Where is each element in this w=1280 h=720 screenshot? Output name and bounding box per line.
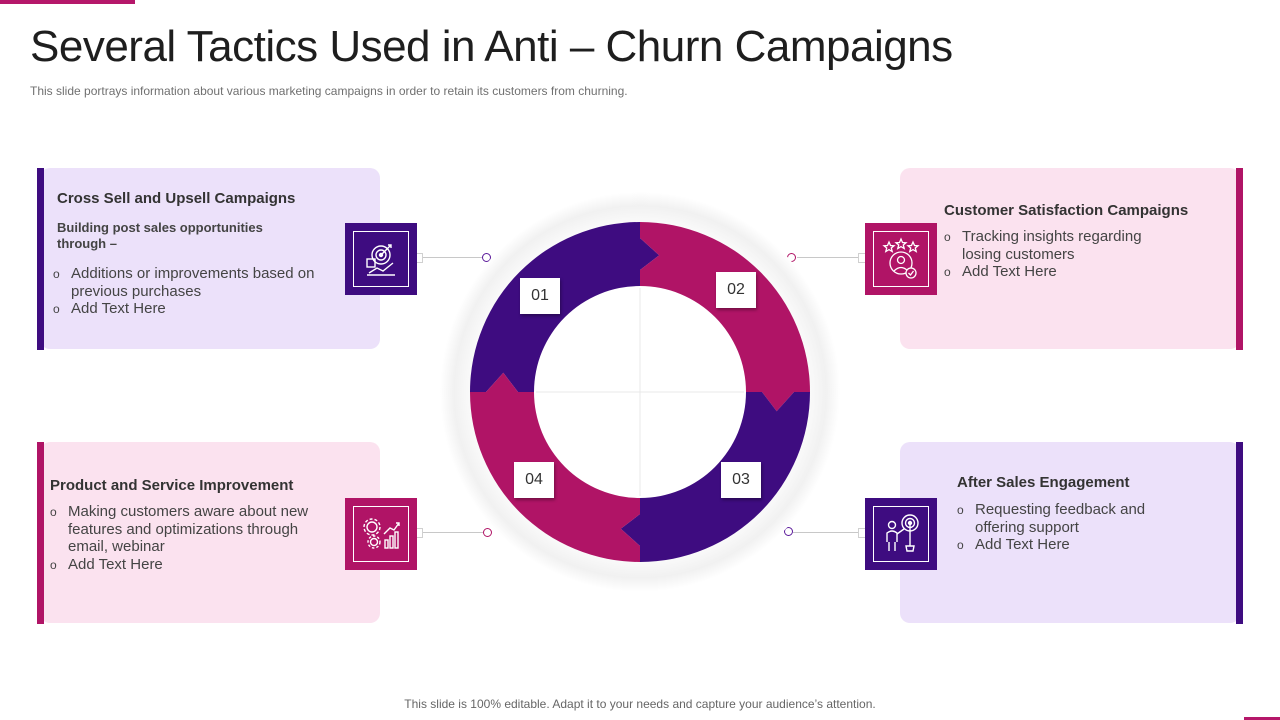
card-cross-sell-bullets: Additions or improvements based on previ…: [53, 265, 323, 318]
cycle-ring-diagram: [440, 192, 840, 592]
card-cross-sell: [40, 168, 380, 349]
card-after-sales-accent: [1236, 442, 1243, 624]
list-item: Add Text Here: [53, 300, 323, 318]
step-number-02: 02: [716, 272, 756, 308]
list-item: Add Text Here: [957, 536, 1177, 554]
icon-box-customer-satisfaction: [865, 223, 937, 295]
step-number-04: 04: [514, 462, 554, 498]
icon-box-product-service: [345, 498, 417, 570]
connector-dot: [784, 527, 793, 536]
customer-rating-icon: [882, 237, 920, 279]
person-target-icon: [886, 514, 919, 552]
slide-title: Several Tactics Used in Anti – Churn Cam…: [30, 22, 953, 71]
connector-dot: [482, 253, 491, 262]
list-item: Tracking insights regarding losing custo…: [944, 228, 1164, 263]
card-product-service-accent: [37, 442, 44, 624]
card-cross-sell-subheading: Building post sales opportunities throug…: [57, 220, 263, 251]
ring-segment-02: [640, 222, 810, 412]
card-product-service-title: Product and Service Improvement: [50, 477, 294, 494]
card-customer-satisfaction-accent: [1236, 168, 1243, 350]
gears-growth-icon: [363, 518, 400, 549]
card-customer-satisfaction-bullets: Tracking insights regarding losing custo…: [944, 228, 1164, 281]
ring-segment-01: [470, 222, 660, 392]
connector-line: [797, 257, 865, 258]
icon-box-cross-sell: [345, 223, 417, 295]
list-item: Add Text Here: [50, 556, 315, 574]
list-item: Add Text Here: [944, 263, 1164, 281]
top-accent-bar: [0, 0, 135, 4]
connector-line: [416, 532, 483, 533]
list-item: Making customers aware about new feature…: [50, 503, 315, 556]
list-item: Additions or improvements based on previ…: [53, 265, 323, 300]
connector-line: [416, 257, 482, 258]
target-chart-icon: [366, 244, 395, 276]
card-after-sales-bullets: Requesting feedback and offering support…: [957, 501, 1177, 554]
connector-line: [793, 532, 865, 533]
connector-dot: [483, 528, 492, 537]
ring-segment-04: [470, 372, 640, 562]
icon-box-after-sales: [865, 498, 937, 570]
card-cross-sell-accent: [37, 168, 44, 350]
card-customer-satisfaction-title: Customer Satisfaction Campaigns: [944, 202, 1189, 219]
card-product-service-bullets: Making customers aware about new feature…: [50, 503, 315, 573]
card-after-sales-title: After Sales Engagement: [957, 474, 1130, 491]
slide-footer: This slide is 100% editable. Adapt it to…: [404, 697, 876, 711]
ring-segment-03: [620, 392, 810, 562]
list-item: Requesting feedback and offering support: [957, 501, 1177, 536]
step-number-01: 01: [520, 278, 560, 314]
card-cross-sell-title: Cross Sell and Upsell Campaigns: [57, 190, 296, 207]
slide-subtitle: This slide portrays information about va…: [30, 84, 628, 98]
step-number-03: 03: [721, 462, 761, 498]
bottom-accent-bar: [1244, 717, 1280, 720]
